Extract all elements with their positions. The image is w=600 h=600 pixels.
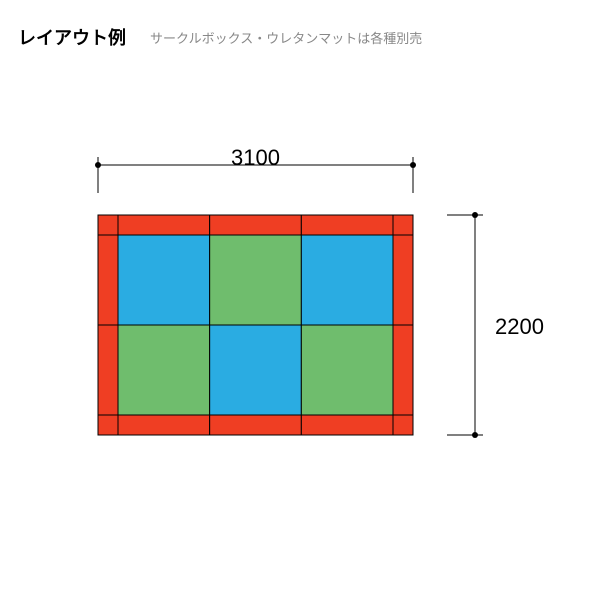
dimension-width-label: 3100 — [216, 145, 296, 171]
frame-corner — [98, 415, 118, 435]
frame-segment — [210, 415, 302, 435]
mat-tile — [301, 235, 393, 325]
frame-segment — [118, 215, 210, 235]
dimension-height-label: 2200 — [495, 314, 544, 340]
frame-corner — [393, 215, 413, 235]
frame-segment — [210, 215, 302, 235]
frame-segment — [393, 325, 413, 415]
frame-segment — [393, 235, 413, 325]
mat-tile — [210, 325, 302, 415]
frame-segment — [98, 235, 118, 325]
mat-tile — [118, 235, 210, 325]
frame-corner — [98, 215, 118, 235]
mat-tile — [301, 325, 393, 415]
frame-segment — [301, 215, 393, 235]
frame-segment — [98, 325, 118, 415]
frame-segment — [301, 415, 393, 435]
mat-tile — [210, 235, 302, 325]
frame-corner — [393, 415, 413, 435]
mat-tile — [118, 325, 210, 415]
layout-diagram — [0, 0, 600, 600]
frame-segment — [118, 415, 210, 435]
